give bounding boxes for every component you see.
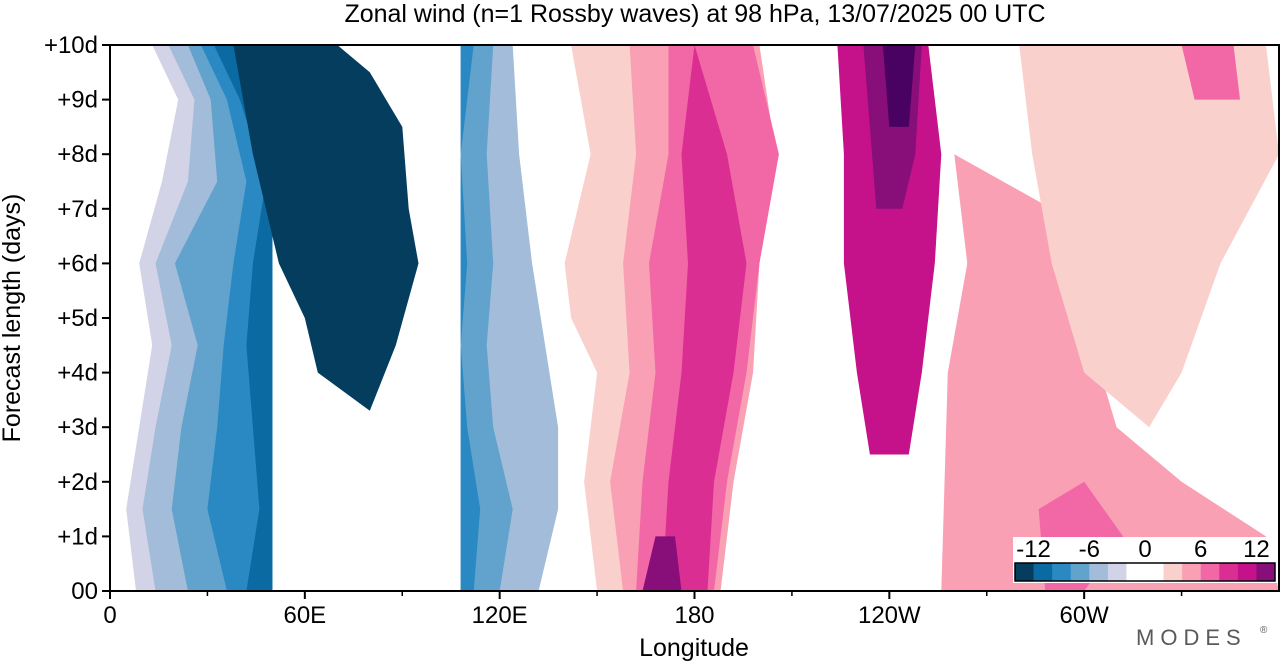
x-axis-label: Longitude [639,634,749,662]
colorbar-swatch [1200,563,1220,581]
registered-mark: ® [1260,625,1268,636]
colorbar-swatch [1052,563,1072,581]
contour-band-17 [642,536,682,591]
colorbar-swatch [1089,563,1109,581]
plot-area [109,44,1280,592]
colorbar-swatch [1015,563,1035,581]
y-tick-label: 00 [71,578,98,605]
contour-band-6 [233,45,419,411]
colorbar-swatch [1107,563,1127,581]
contour-band-5 [213,45,273,591]
colorbar-label: 12 [1243,536,1270,563]
x-tick-label: 0 [103,602,116,629]
colorbar-swatch [1256,563,1276,581]
y-tick-label: +8d [57,141,98,168]
y-tick-label: +9d [57,87,98,114]
contour-band-21 [1181,45,1240,100]
x-tick-label: 120E [472,602,528,629]
contour-bands [126,45,1279,591]
y-tick-label: +1d [57,523,98,550]
chart-title: Zonal wind (n=1 Rossby waves) at 98 hPa,… [344,0,1045,28]
y-tick-label: +2d [57,469,98,496]
colorbar-swatch [1126,563,1165,581]
contour-band-18 [941,154,1279,591]
x-tick-label: 60E [283,602,326,629]
y-tick-label: +10d [44,32,98,59]
contour-band-8 [460,45,513,591]
contour-band-19 [1019,45,1279,428]
colorbar-legend: -12 -6 0 6 12 [1013,536,1277,583]
y-tick-label: +3d [57,414,98,441]
modes-watermark: MODES [1136,625,1247,650]
y-tick-label: +5d [57,305,98,332]
colorbar-swatch [1182,563,1202,581]
colorbar-label: -12 [1016,536,1051,563]
y-tick-label: +4d [57,360,98,387]
x-tick-label: 180 [674,602,714,629]
y-tick-label: +7d [57,196,98,223]
colorbar-frame [1014,562,1276,582]
contour-band-9 [460,45,481,591]
colorbar-label: -6 [1079,536,1100,563]
contour-band-4 [200,45,273,591]
y-axis-label: Forecast length (days) [0,194,26,443]
contour-band-13 [662,45,747,591]
colorbar-swatch [1237,563,1257,581]
y-tick-label: +6d [57,250,98,277]
colorbar-swatch [1070,563,1090,581]
colorbar-label: 6 [1194,536,1207,563]
y-axis: 00 +1d +2d +3d +4d +5d +6d +7d +8d +9d +10d [44,32,110,605]
colorbar-swatch [1163,563,1183,581]
x-tick-label: 120W [858,602,921,629]
colorbar-swatch [1033,563,1053,581]
x-axis: 0 60E 120E 180 120W 60W [103,591,1183,629]
contour-band-16 [882,45,916,127]
colorbar-label: 0 [1138,536,1151,563]
x-tick-label: 60W [1059,602,1109,629]
colorbar-swatch [1219,563,1239,581]
